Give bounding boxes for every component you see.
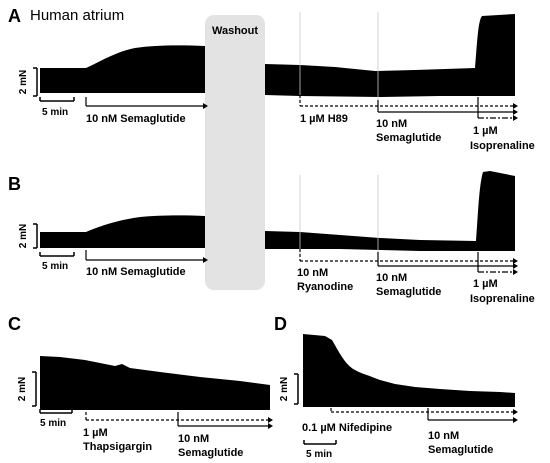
- treatment-label-c-2-line2: Semaglutide: [178, 447, 243, 459]
- y-scale-label-c: 2 mN: [17, 377, 28, 401]
- treatment-label-a-4-line2: Isoprenaline: [470, 140, 535, 152]
- figure-title: Human atrium: [30, 7, 124, 24]
- panel-b: 2 mN 5 min 10 nM Semaglutide 10 nM Ryano…: [18, 171, 535, 305]
- treatment-c-semaglutide: 10 nM Semaglutide: [177, 412, 273, 459]
- treatment-label-d-1: 0.1 µM Nifedipine: [302, 422, 392, 434]
- treatment-label-b-4-line2: Isoprenaline: [470, 293, 535, 305]
- trace-a-left: [40, 45, 205, 93]
- treatment-label-b-3-line1: 10 nM: [376, 272, 407, 284]
- treatment-b-isoprenaline: 1 µM Isoprenaline: [470, 252, 535, 305]
- treatment-b-ryanodine: 10 nM Ryanodine: [297, 249, 518, 293]
- panel-a: Washout 2 mN 5 min 10 nM Semaglutide 1 µ…: [18, 12, 535, 290]
- trace-b-right: [265, 171, 515, 251]
- y-scale-label-a: 2 mN: [18, 70, 29, 94]
- x-scale-label-d: 5 min: [306, 449, 332, 460]
- treatment-label-a-4-line1: 1 µM: [473, 125, 498, 137]
- treatment-a-semaglutide-2: 10 nM Semaglutide: [376, 100, 518, 144]
- treatment-b-semaglutide: 10 nM Semaglutide: [85, 250, 208, 278]
- trace-c: [40, 356, 270, 410]
- treatment-a-semaglutide: 10 nM Semaglutide: [85, 97, 208, 125]
- panel-label-c: C: [8, 314, 21, 334]
- treatment-label-a-2: 1 µM H89: [300, 113, 348, 125]
- treatment-label-b-2-line1: 10 nM: [297, 267, 328, 279]
- treatment-label-a-3-line1: 10 nM: [376, 118, 407, 130]
- treatment-c-thapsigargin: 1 µM Thapsigargin: [83, 412, 273, 453]
- panel-label-b: B: [8, 174, 21, 194]
- treatment-label-b-4-line1: 1 µM: [473, 278, 498, 290]
- panel-label-a: A: [8, 6, 21, 26]
- y-scale-label-b: 2 mN: [18, 224, 29, 248]
- trace-a-right: [265, 14, 515, 97]
- y-scale-label-d: 2 mN: [279, 377, 290, 401]
- x-scale-label-c: 5 min: [40, 418, 66, 429]
- treatment-d-semaglutide: 10 nM Semaglutide: [427, 408, 518, 456]
- treatment-label-a-1: 10 nM Semaglutide: [86, 113, 186, 125]
- treatment-label-c-1-line2: Thapsigargin: [83, 441, 152, 453]
- treatment-label-c-2-line1: 10 nM: [178, 433, 209, 445]
- trace-b-left: [40, 215, 205, 248]
- treatment-label-d-2-line2: Semaglutide: [428, 444, 493, 456]
- washout-label: Washout: [212, 25, 258, 37]
- treatment-label-c-1-line1: 1 µM: [83, 427, 108, 439]
- treatment-label-b-2-line2: Ryanodine: [297, 281, 353, 293]
- treatment-label-d-2-line1: 10 nM: [428, 430, 459, 442]
- treatment-label-b-3-line2: Semaglutide: [376, 286, 441, 298]
- panel-d: 2 mN 5 min 0.1 µM Nifedipine 10 nM Semag…: [279, 334, 518, 460]
- trace-d: [303, 334, 515, 407]
- treatment-b-semaglutide-2: 10 nM Semaglutide: [376, 252, 518, 298]
- washout-box: [205, 15, 265, 290]
- x-scale-label-b: 5 min: [42, 261, 68, 272]
- treatment-label-a-3-line2: Semaglutide: [376, 132, 441, 144]
- treatment-a-isoprenaline: 1 µM Isoprenaline: [470, 97, 535, 152]
- treatment-d-nifedipine: 0.1 µM Nifedipine: [302, 408, 518, 434]
- panel-label-d: D: [274, 314, 287, 334]
- x-scale-label-a: 5 min: [42, 107, 68, 118]
- treatment-a-h89: 1 µM H89: [299, 95, 518, 125]
- panel-c: 2 mN 5 min 1 µM Thapsigargin 10 nM Semag…: [17, 356, 273, 459]
- treatment-label-b-1: 10 nM Semaglutide: [86, 266, 186, 278]
